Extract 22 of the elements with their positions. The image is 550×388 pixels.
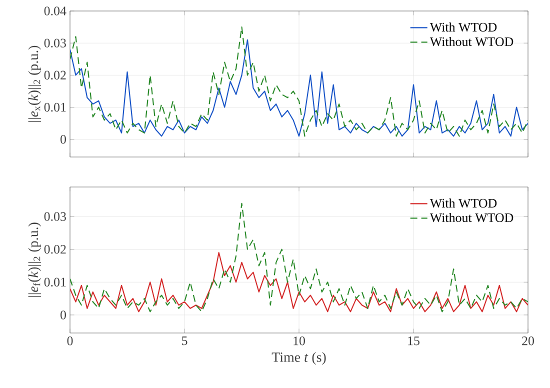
legend-label: With WTOD — [430, 198, 497, 208]
y-tick-label: 0.02 — [44, 244, 66, 254]
y-tick-label: 0.03 — [44, 38, 66, 48]
y-tick-label: 0.01 — [44, 102, 66, 112]
x-tick-label: 10 — [294, 336, 305, 346]
y-tick-label: 0.03 — [44, 212, 66, 221]
y-tick-label: 0.04 — [44, 6, 66, 16]
y-tick-label: 0.02 — [44, 70, 66, 80]
x-tick-label: 0 — [67, 336, 73, 346]
x-tick-label: 15 — [408, 336, 420, 346]
legend-label: With WTOD — [430, 22, 497, 32]
y-axis-title: ||e$_{x}$(k)||$_{2}$ (p.u.) — [28, 46, 41, 122]
x-tick-label: 5 — [182, 336, 188, 346]
legend-label: Without WTOD — [430, 36, 514, 46]
y-tick-label: 0 — [60, 310, 66, 320]
line-series — [70, 252, 528, 312]
x-axis-title: Time t (s) — [272, 352, 326, 365]
y-tick-label: 0.01 — [44, 278, 66, 287]
legend-label: Without WTOD — [430, 212, 514, 222]
y-axis-title: ||e$_{f}$(k)||$_{2}$ (p.u.) — [28, 222, 41, 297]
y-tick-label: 0 — [60, 134, 66, 144]
x-tick-label: 20 — [522, 336, 534, 346]
